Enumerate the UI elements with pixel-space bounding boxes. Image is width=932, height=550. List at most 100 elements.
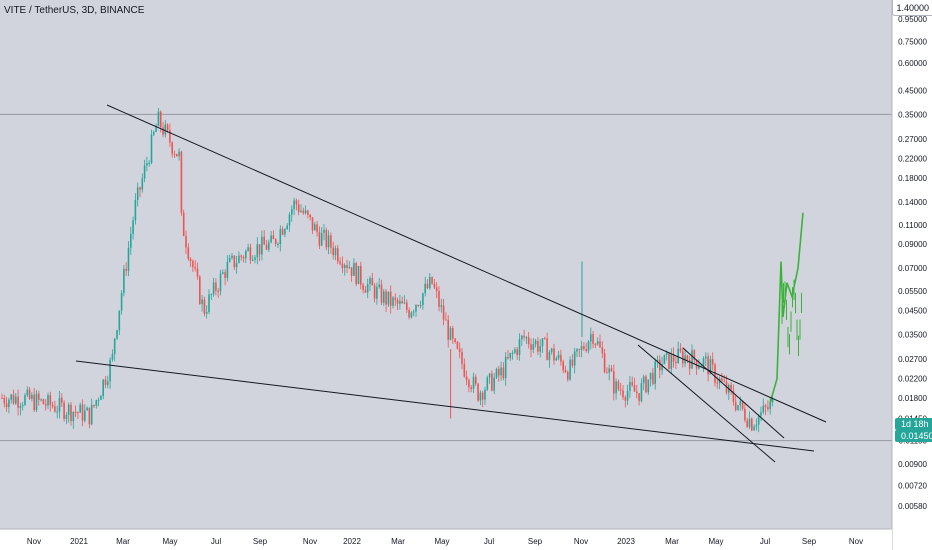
candle-body <box>555 358 558 361</box>
candle-body <box>493 377 495 391</box>
candle-body <box>258 244 261 255</box>
candle-body <box>527 337 530 345</box>
candle-body <box>316 224 318 233</box>
candle-body <box>573 351 576 366</box>
candle-body <box>422 293 424 306</box>
candle-body <box>447 319 449 340</box>
candle-body <box>42 399 45 405</box>
candle-body <box>590 334 592 342</box>
price-axis: 0.95000 0.75000 0.60000 0.45000 0.35000 0.270… <box>891 0 932 550</box>
candle-body <box>737 405 739 410</box>
candle-body <box>435 287 438 292</box>
price-tick-label: 0.75000 <box>898 38 927 47</box>
candle-body <box>716 382 719 384</box>
candle-body <box>346 265 348 269</box>
candle-body <box>440 305 443 307</box>
candle-body <box>550 348 553 353</box>
candle-body <box>583 346 585 350</box>
price-tick-label: 0.03500 <box>898 330 927 339</box>
candle-body <box>376 286 378 299</box>
candle-body <box>187 247 190 259</box>
candle-body <box>479 392 482 401</box>
candle-body <box>580 346 583 351</box>
candle-body <box>123 268 125 294</box>
candle-body <box>79 404 81 413</box>
candle-body <box>95 400 98 406</box>
candle-body <box>56 411 58 413</box>
candle-body <box>302 210 305 214</box>
candle-body <box>698 366 700 369</box>
candle-body <box>608 368 610 373</box>
candle-body <box>311 217 314 231</box>
time-tick-label: 2022 <box>343 537 361 546</box>
candle-body <box>86 407 88 411</box>
candle-body <box>111 354 114 360</box>
candle-body <box>399 301 401 304</box>
candle-body <box>254 257 256 260</box>
candle-body <box>116 330 118 339</box>
candle-body <box>19 406 22 408</box>
candle-body <box>465 376 468 380</box>
candle-body <box>640 383 643 402</box>
candle-body <box>17 396 19 408</box>
candle-body <box>362 284 364 290</box>
candle-body <box>601 347 604 354</box>
candle-body <box>49 395 52 405</box>
candle-body <box>403 302 406 304</box>
candle-body <box>341 263 344 269</box>
candle-body <box>679 348 682 352</box>
candle-body <box>732 390 735 402</box>
price-tick-label: 0.14000 <box>898 198 927 207</box>
candle-body <box>332 247 334 256</box>
candle-body <box>433 283 436 288</box>
candle-body <box>88 407 91 425</box>
candle-body <box>509 352 512 359</box>
candle-body <box>323 229 325 233</box>
candle-body <box>44 404 47 406</box>
candle-body <box>143 165 146 179</box>
candle-body <box>767 407 769 410</box>
candle-body <box>654 361 656 384</box>
candle-body <box>270 235 272 243</box>
candle-body <box>539 346 541 352</box>
candle-body <box>426 283 429 288</box>
price-tick-label: 0.05500 <box>898 287 927 296</box>
candle-body <box>419 305 422 307</box>
candle-body <box>5 403 8 408</box>
candle-body <box>769 402 771 410</box>
candle-body <box>734 401 737 410</box>
candle-body <box>245 251 247 259</box>
candle-body <box>468 379 470 388</box>
candle-body <box>656 359 659 362</box>
candle-body <box>153 131 155 135</box>
time-tick-label: Sep <box>528 537 543 546</box>
candle-body <box>442 305 445 320</box>
candle-body <box>70 404 72 422</box>
candle-body <box>385 291 387 305</box>
candle-body <box>661 364 663 371</box>
candle-body <box>304 210 307 214</box>
candle-body <box>760 412 762 416</box>
candle-body <box>585 349 587 351</box>
price-tick-label: 0.60000 <box>898 59 927 68</box>
candle-body <box>631 382 633 386</box>
candle-body <box>415 304 417 312</box>
candle-body <box>194 267 196 269</box>
candle-body <box>564 370 567 373</box>
candle-body <box>146 163 148 166</box>
candle-body <box>327 235 330 248</box>
candle-body <box>166 124 169 131</box>
candle-body <box>231 255 233 258</box>
time-tick-label: Nov <box>574 537 588 546</box>
candle-body <box>757 415 760 425</box>
candle-body <box>463 363 466 377</box>
candle-body <box>125 268 127 271</box>
candle-body <box>320 232 323 246</box>
candle-body <box>35 393 38 411</box>
candle-body <box>523 335 525 338</box>
candle-body <box>159 111 162 128</box>
candle-body <box>176 153 178 157</box>
candle-body <box>33 394 35 411</box>
candle-body <box>141 178 144 190</box>
